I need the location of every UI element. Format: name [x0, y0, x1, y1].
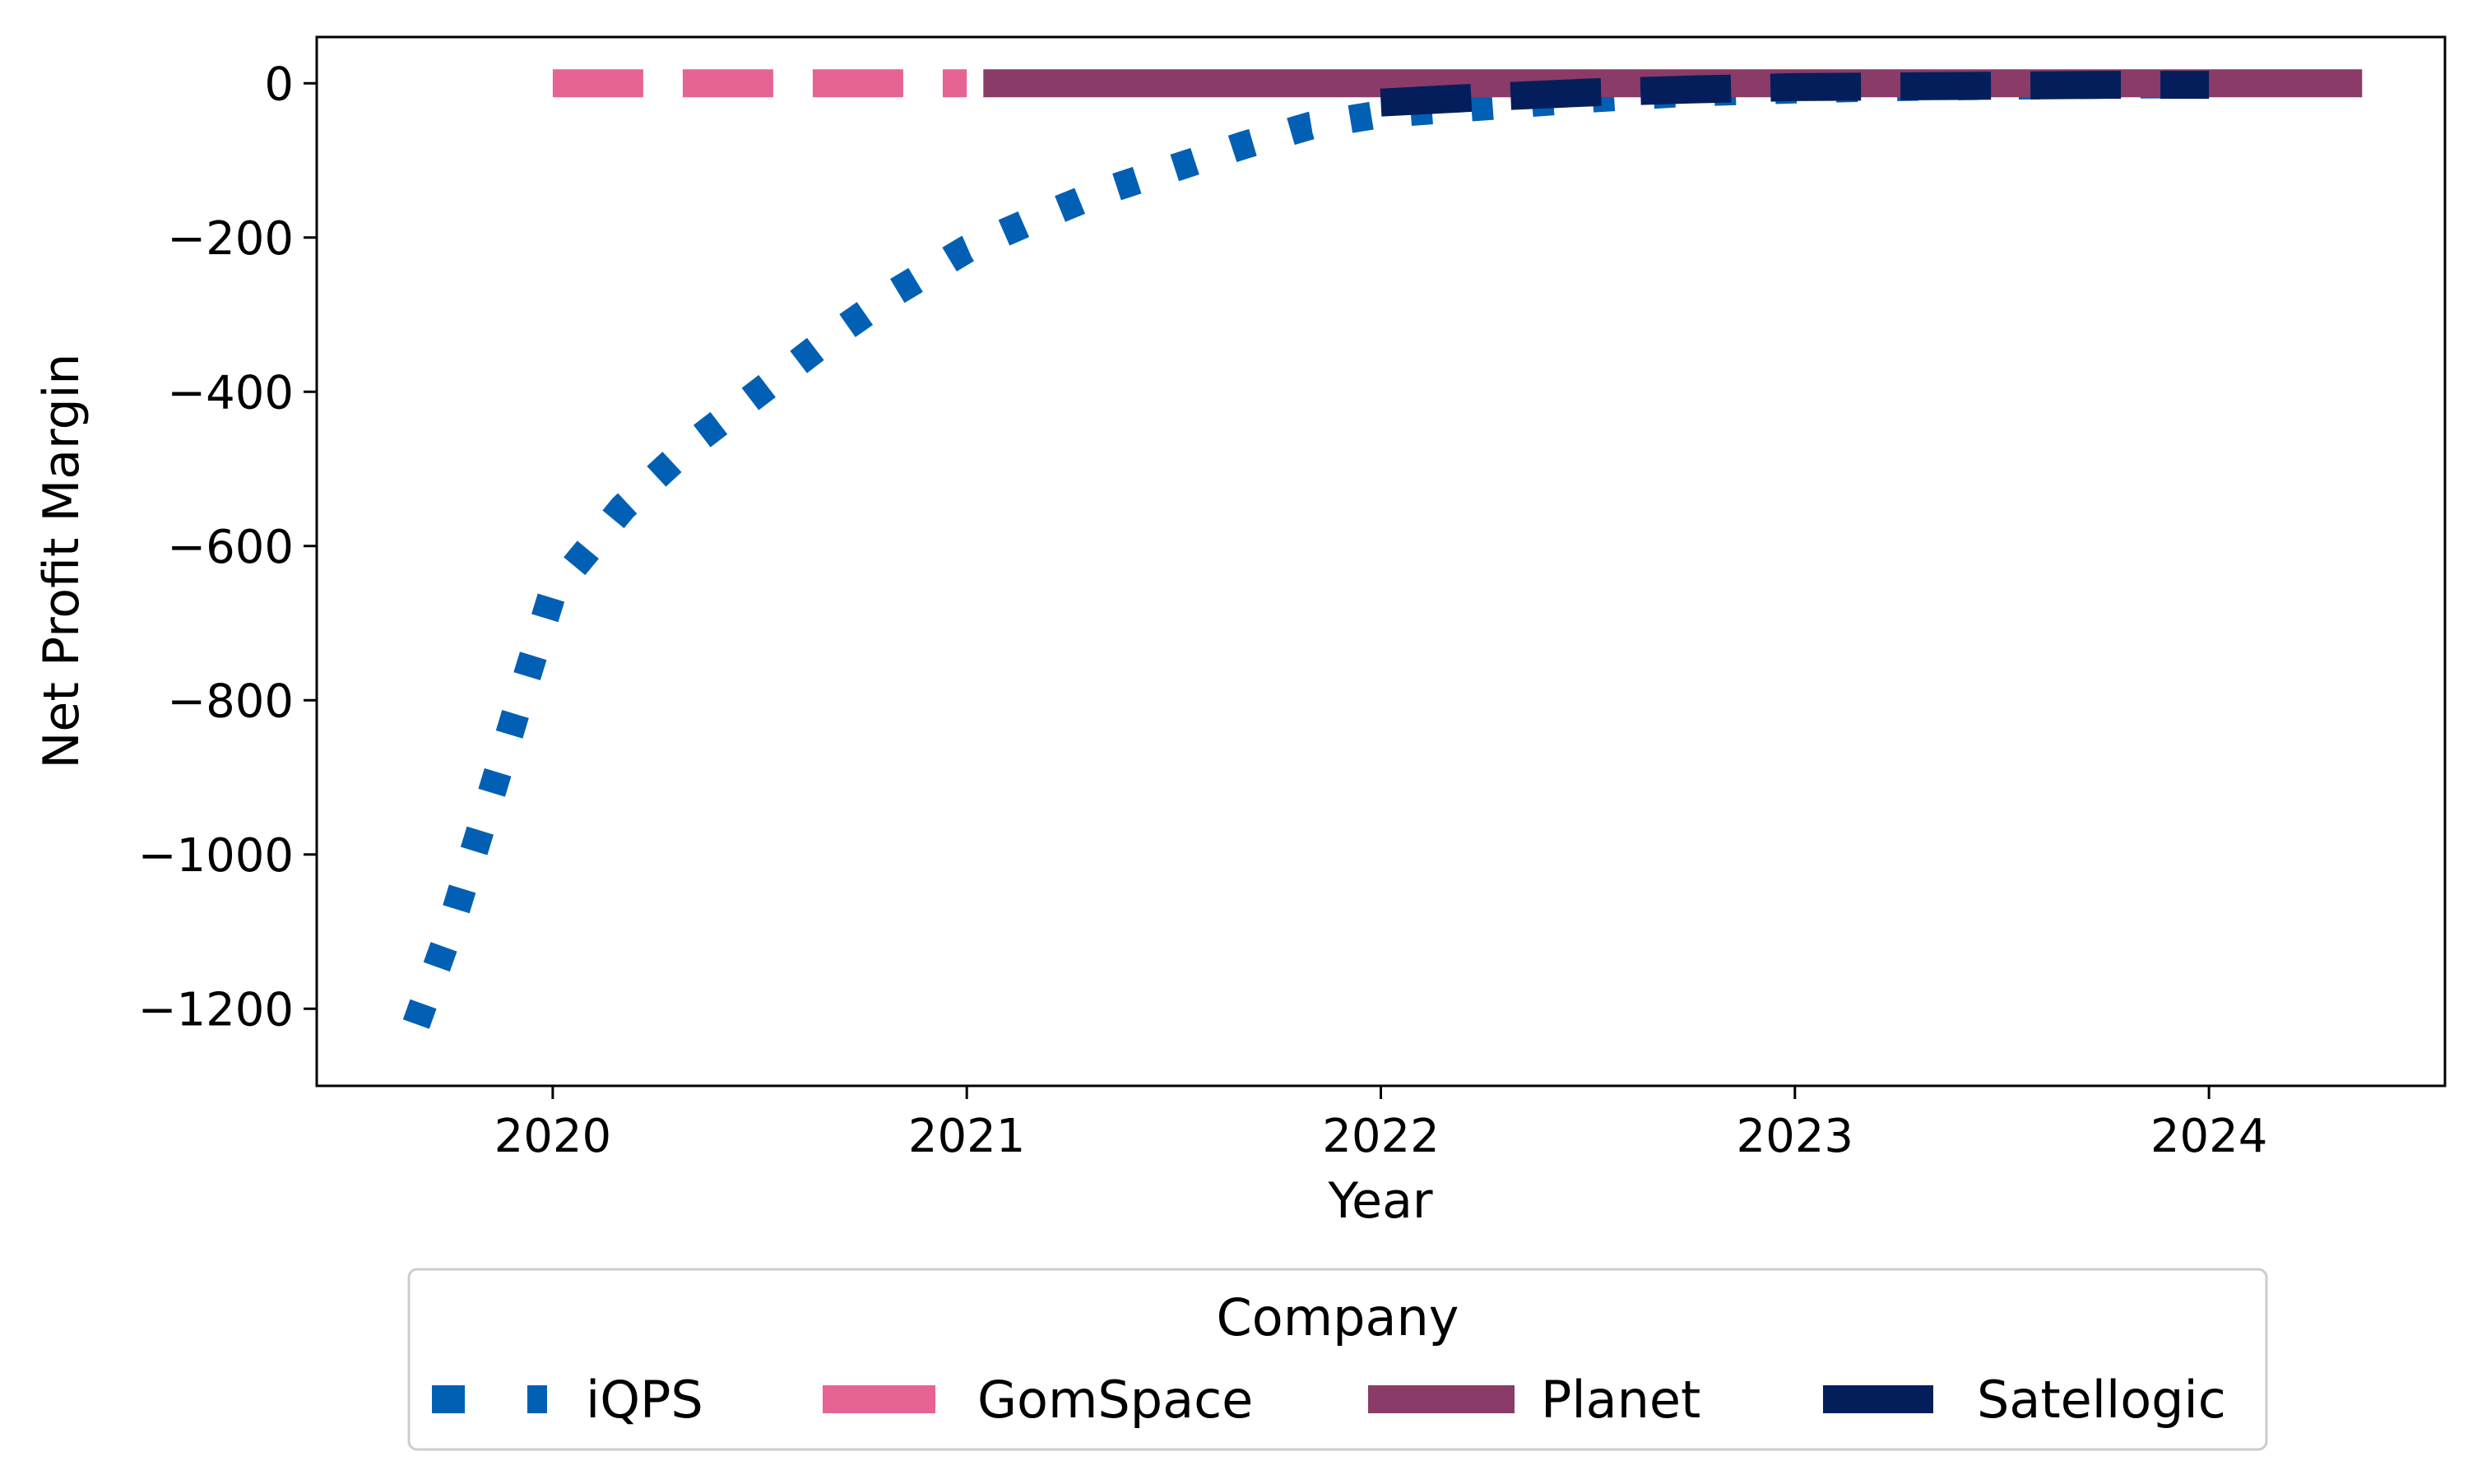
- x-axis-label: Year: [1327, 1172, 1432, 1230]
- y-axis-ticks: 0 −200 −400 −600 −800 −1000 −1200: [138, 58, 317, 1036]
- y-tick-label: −800: [167, 675, 294, 728]
- x-tick-label: 2024: [2150, 1110, 2268, 1163]
- x-tick-label: 2022: [1322, 1110, 1440, 1163]
- legend: Company iQPS GomSpace Planet Satellogic: [407, 1268, 2268, 1451]
- y-axis-label: Net Profit Margin: [33, 354, 90, 769]
- y-tick-label: −200: [167, 212, 294, 266]
- series-line-satellogic: [1380, 71, 2210, 117]
- legend-label-satellogic: Satellogic: [1977, 1370, 2226, 1430]
- series-layer: [402, 69, 2363, 1029]
- legend-label-gomspace: GomSpace: [977, 1370, 1253, 1430]
- legend-title: Company: [1217, 1287, 1459, 1347]
- x-tick-label: 2023: [1737, 1110, 1854, 1163]
- legend-label-planet: Planet: [1541, 1370, 1700, 1430]
- y-tick-label: −400: [167, 366, 294, 420]
- x-axis-ticks: 2020 2021 2022 2023 2024: [494, 1086, 2268, 1163]
- x-tick-label: 2020: [494, 1110, 612, 1163]
- y-tick-label: −1000: [138, 829, 294, 883]
- y-tick-label: −600: [167, 521, 294, 574]
- x-tick-label: 2021: [908, 1110, 1026, 1163]
- y-tick-label: −1200: [138, 983, 294, 1036]
- legend-items: iQPS GomSpace Planet Satellogic: [432, 1370, 2226, 1430]
- y-tick-label: 0: [264, 58, 294, 111]
- legend-label-iqps: iQPS: [586, 1370, 703, 1430]
